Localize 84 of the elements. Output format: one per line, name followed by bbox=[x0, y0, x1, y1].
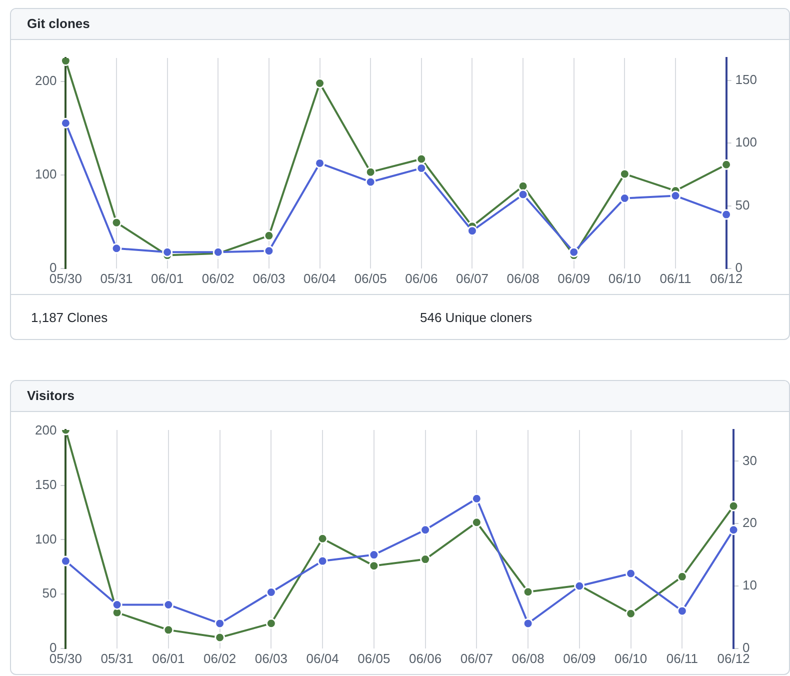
x-tick-label: 06/11 bbox=[666, 650, 698, 666]
point bbox=[163, 599, 174, 610]
y2-tick-label: 50 bbox=[735, 197, 750, 212]
x-tick-label: 06/06 bbox=[405, 270, 438, 286]
point bbox=[60, 118, 71, 128]
point bbox=[368, 560, 380, 572]
x-tick-label: 06/04 bbox=[304, 270, 336, 286]
point bbox=[626, 568, 636, 579]
point bbox=[266, 618, 276, 629]
point bbox=[60, 556, 71, 566]
chart-title: Visitors bbox=[11, 381, 789, 412]
x-tick-label: 06/08 bbox=[506, 270, 540, 286]
x-tick-label: 06/02 bbox=[204, 650, 236, 666]
point bbox=[264, 246, 274, 256]
x-tick-label: 06/01 bbox=[152, 650, 185, 666]
point bbox=[471, 517, 482, 528]
point bbox=[471, 493, 482, 504]
point bbox=[214, 632, 226, 643]
point bbox=[317, 533, 328, 544]
y-tick-label: 200 bbox=[34, 72, 57, 88]
point bbox=[317, 556, 328, 566]
y-tick-label: 200 bbox=[34, 422, 57, 438]
point bbox=[728, 500, 739, 512]
point bbox=[264, 230, 274, 241]
y-tick-label: 50 bbox=[42, 586, 57, 601]
x-tick-label: 06/01 bbox=[151, 270, 184, 286]
point bbox=[518, 180, 528, 192]
point bbox=[162, 246, 173, 258]
y-tick-label: 100 bbox=[34, 166, 57, 182]
x-tick-label: 06/08 bbox=[512, 650, 544, 666]
point bbox=[466, 226, 478, 236]
x-tick-label: 06/09 bbox=[558, 270, 590, 286]
x-tick-label: 06/05 bbox=[354, 270, 387, 286]
y2-tick-label: 10 bbox=[742, 578, 758, 593]
point bbox=[266, 586, 276, 598]
point bbox=[60, 58, 71, 66]
point bbox=[416, 154, 427, 164]
point bbox=[676, 571, 688, 582]
point bbox=[676, 606, 688, 616]
point bbox=[619, 168, 630, 180]
x-tick-label: 06/03 bbox=[252, 270, 286, 286]
x-tick-label: 06/10 bbox=[608, 270, 641, 286]
point bbox=[420, 554, 431, 565]
y2-tick-label: 100 bbox=[735, 134, 758, 150]
y2-tick-label: 150 bbox=[735, 72, 758, 88]
x-tick-label: 05/31 bbox=[100, 650, 134, 666]
chart-title: Git clones bbox=[11, 9, 789, 40]
point bbox=[670, 190, 681, 202]
point bbox=[365, 176, 376, 188]
point bbox=[626, 608, 636, 619]
point bbox=[314, 158, 326, 168]
point bbox=[111, 217, 122, 228]
y2-tick-label: 20 bbox=[742, 515, 758, 530]
point bbox=[619, 193, 630, 204]
y-tick-label: 150 bbox=[34, 476, 57, 492]
y2-tick-label: 30 bbox=[742, 452, 758, 468]
x-tick-label: 05/31 bbox=[100, 270, 133, 286]
point bbox=[568, 246, 580, 258]
y-tick-label: 100 bbox=[34, 531, 57, 546]
x-tick-label: 06/03 bbox=[254, 650, 288, 666]
point bbox=[420, 524, 431, 536]
text: 1,187 Clones bbox=[30, 310, 109, 324]
point bbox=[365, 166, 376, 178]
point bbox=[518, 189, 528, 200]
point bbox=[214, 618, 226, 629]
x-tick-label: 06/06 bbox=[409, 650, 442, 666]
point bbox=[728, 524, 739, 536]
x-tick-label: 06/05 bbox=[358, 650, 390, 666]
point bbox=[522, 586, 534, 598]
x-tick-label: 06/02 bbox=[202, 270, 234, 286]
point bbox=[368, 550, 380, 560]
point bbox=[163, 624, 174, 636]
x-tick-label: 06/10 bbox=[614, 650, 648, 666]
point bbox=[522, 618, 534, 629]
point bbox=[416, 162, 427, 174]
point bbox=[112, 599, 122, 610]
x-tick-label: 06/07 bbox=[460, 650, 493, 666]
text: 546 Unique cloners bbox=[419, 310, 534, 324]
point bbox=[721, 159, 732, 170]
x-tick-label: 06/09 bbox=[563, 650, 596, 666]
point bbox=[111, 243, 122, 254]
x-tick-label: 06/11 bbox=[660, 270, 692, 286]
x-tick-label: 06/04 bbox=[306, 650, 339, 666]
x-tick-label: 06/07 bbox=[456, 270, 488, 286]
